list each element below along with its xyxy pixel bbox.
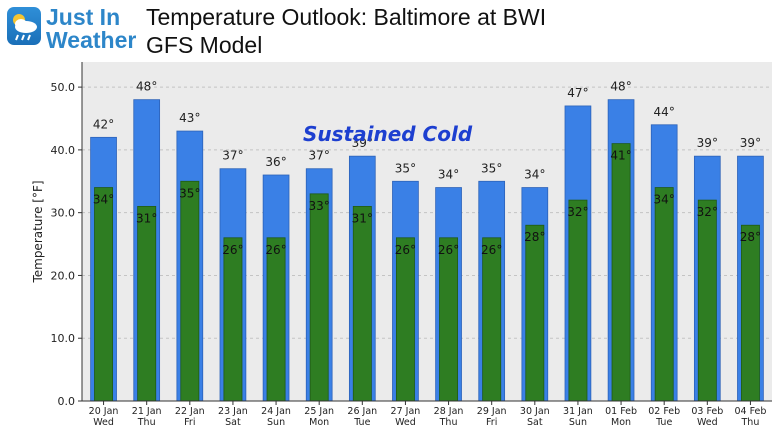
y-axis-label: Temperature [°F] xyxy=(31,180,45,283)
x-tick-label-date: 02 Feb xyxy=(648,406,680,417)
x-tick-label-date: 27 Jan xyxy=(391,406,421,417)
x-tick-label-date: 04 Feb xyxy=(734,406,766,417)
high-value-label: 42° xyxy=(93,117,114,131)
logo-text-line2: Weather xyxy=(46,27,137,53)
low-value-label: 32° xyxy=(567,205,588,219)
low-value-label: 31° xyxy=(136,211,157,225)
bar-low xyxy=(223,237,243,402)
weather-icon xyxy=(7,7,41,45)
high-value-label: 36° xyxy=(265,155,286,169)
high-value-label: 37° xyxy=(309,149,330,163)
low-value-label: 33° xyxy=(309,199,330,213)
bar-low xyxy=(137,205,157,402)
bar-low xyxy=(266,237,286,402)
high-value-label: 34° xyxy=(524,168,545,182)
x-tick-label-date: 21 Jan xyxy=(132,406,162,417)
high-value-label: 37° xyxy=(222,149,243,163)
high-value-label: 39° xyxy=(740,136,761,150)
bar-low xyxy=(352,205,372,402)
logo-text-line1: Just In xyxy=(46,4,121,30)
low-value-label: 26° xyxy=(438,243,459,257)
x-tick-label-date: 31 Jan xyxy=(563,406,593,417)
bar-low xyxy=(309,193,329,402)
high-value-label: 34° xyxy=(438,168,459,182)
x-tick-label-day: Thu xyxy=(137,417,156,428)
x-tick-label-day: Sat xyxy=(225,417,241,428)
x-tick-label-day: Wed xyxy=(697,417,718,428)
y-tick-label: 30.0 xyxy=(51,207,76,220)
chart-title: Temperature Outlook: Baltimore at BWI xyxy=(146,4,547,30)
low-value-label: 34° xyxy=(93,193,114,207)
bar-low xyxy=(395,237,415,402)
x-tick-label-day: Sun xyxy=(569,417,587,428)
high-value-label: 35° xyxy=(481,161,502,175)
high-value-label: 44° xyxy=(654,105,675,119)
bar-low xyxy=(568,199,588,402)
logo: Just In Weather xyxy=(4,4,144,52)
high-value-label: 48° xyxy=(136,80,157,94)
y-tick-label: 20.0 xyxy=(51,269,76,282)
x-tick-label-day: Thu xyxy=(741,417,760,428)
x-tick-label-day: Wed xyxy=(395,417,416,428)
x-tick-label-date: 01 Feb xyxy=(605,406,637,417)
low-value-label: 41° xyxy=(610,149,631,163)
low-value-label: 28° xyxy=(740,230,761,244)
low-value-label: 34° xyxy=(654,193,675,207)
x-tick-label-day: Thu xyxy=(439,417,458,428)
x-tick-label-date: 23 Jan xyxy=(218,406,248,417)
x-tick-label-date: 24 Jan xyxy=(261,406,291,417)
y-tick-label: 0.0 xyxy=(58,395,76,408)
x-tick-label-day: Mon xyxy=(309,417,329,428)
x-tick-label-date: 26 Jan xyxy=(347,406,377,417)
high-value-label: 39° xyxy=(352,136,373,150)
high-value-label: 43° xyxy=(179,111,200,125)
bar-low xyxy=(180,180,200,402)
y-tick-label: 10.0 xyxy=(51,332,76,345)
x-tick-label-day: Fri xyxy=(486,417,497,428)
bar-low xyxy=(654,187,674,402)
low-value-label: 26° xyxy=(265,243,286,257)
bar-low xyxy=(697,199,717,402)
high-value-label: 39° xyxy=(697,136,718,150)
x-tick-label-date: 03 Feb xyxy=(691,406,723,417)
low-value-label: 26° xyxy=(481,243,502,257)
high-value-label: 48° xyxy=(610,80,631,94)
x-tick-label-day: Tue xyxy=(655,417,672,428)
annotation-sustained-cold: Sustained Cold xyxy=(303,122,473,146)
x-tick-label-date: 20 Jan xyxy=(89,406,119,417)
x-tick-label-date: 22 Jan xyxy=(175,406,205,417)
bar-low xyxy=(439,237,459,402)
x-tick-label-day: Fri xyxy=(184,417,195,428)
y-tick-label: 50.0 xyxy=(51,81,76,94)
x-tick-label-day: Wed xyxy=(93,417,114,428)
bar-low xyxy=(94,187,114,402)
low-value-label: 31° xyxy=(352,211,373,225)
x-tick-label-day: Sun xyxy=(267,417,285,428)
x-tick-label-date: 28 Jan xyxy=(434,406,464,417)
low-value-label: 35° xyxy=(179,186,200,200)
chart-subtitle: GFS Model xyxy=(146,32,263,58)
low-value-label: 28° xyxy=(524,230,545,244)
high-value-label: 35° xyxy=(395,161,416,175)
bar-low xyxy=(611,143,631,402)
x-tick-label-date: 29 Jan xyxy=(477,406,507,417)
x-tick-label-day: Tue xyxy=(353,417,370,428)
bar-low xyxy=(482,237,502,402)
x-tick-label-day: Mon xyxy=(611,417,631,428)
bar-low xyxy=(740,224,760,402)
y-tick-label: 40.0 xyxy=(51,144,76,157)
low-value-label: 32° xyxy=(697,205,718,219)
high-value-label: 47° xyxy=(567,86,588,100)
x-tick-label-date: 25 Jan xyxy=(304,406,334,417)
x-tick-label-day: Sat xyxy=(527,417,543,428)
low-value-label: 26° xyxy=(222,243,243,257)
low-value-label: 26° xyxy=(395,243,416,257)
bar-low xyxy=(525,224,545,402)
x-tick-label-date: 30 Jan xyxy=(520,406,550,417)
